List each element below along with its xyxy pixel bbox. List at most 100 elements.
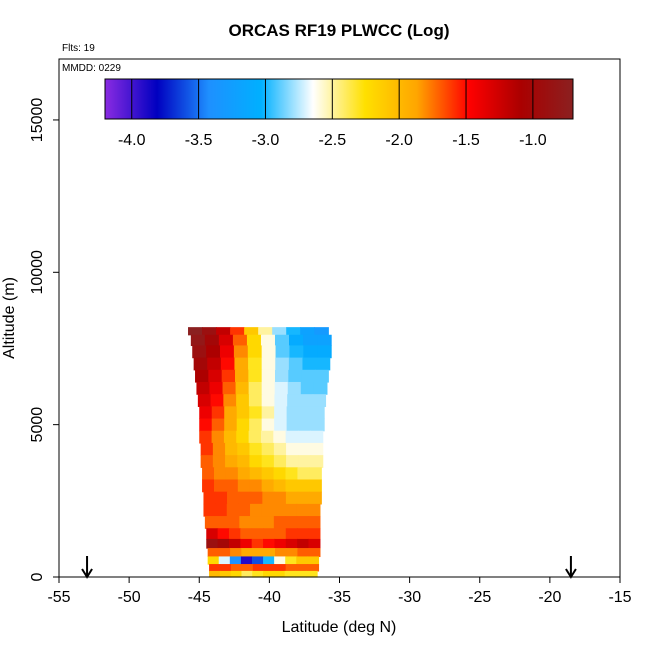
heat-cell [249, 442, 263, 456]
heat-cell [232, 334, 248, 347]
heat-cell [216, 516, 229, 529]
heat-cell [233, 345, 249, 359]
heat-cell [275, 345, 291, 359]
heat-cell [219, 570, 232, 578]
colorbar-tick-label: -2.5 [319, 132, 347, 149]
heat-cell [236, 430, 250, 444]
heat-cell [310, 442, 324, 456]
heat-cell [239, 516, 252, 529]
heat-cell [273, 479, 287, 493]
y-tick-label: 15000 [29, 98, 46, 143]
x-axis-label: Latitude (deg N) [282, 619, 397, 636]
heat-cell [238, 491, 252, 505]
heat-cell [273, 503, 286, 517]
y-tick-label: 10000 [29, 250, 46, 295]
heat-cell [287, 394, 301, 407]
heat-cell [285, 516, 298, 529]
heat-cell [272, 327, 287, 336]
heat-cell [250, 516, 263, 529]
heat-cell [236, 418, 250, 432]
heat-cell [211, 406, 225, 420]
heat-cell [248, 394, 263, 407]
heat-cell [206, 528, 219, 540]
y-axis: 0 5000 10000 15000 [29, 98, 59, 581]
heat-cell [296, 516, 309, 529]
heat-cell [311, 418, 325, 432]
heat-cell [275, 357, 290, 371]
heat-cell [208, 369, 223, 383]
heat-cell [188, 327, 203, 336]
heat-cell [206, 538, 219, 549]
heat-cell [229, 556, 242, 565]
heat-cell [274, 418, 288, 432]
heat-cell [298, 442, 312, 456]
heatmap-layer [188, 327, 332, 578]
heat-cell [258, 327, 273, 336]
flights-label: Flts: 19 [62, 43, 95, 54]
heat-cell [310, 430, 324, 444]
x-tick-label: -25 [468, 589, 491, 606]
heat-cell [297, 538, 310, 549]
heat-cell [237, 455, 251, 468]
heat-cell [224, 406, 238, 420]
heat-cell [314, 327, 329, 336]
heat-cell [227, 516, 240, 529]
heat-cell [211, 430, 225, 444]
heat-cell [220, 357, 236, 371]
heat-cell [310, 455, 324, 468]
x-tick-label: -30 [398, 589, 421, 606]
heat-cell [274, 334, 290, 347]
heat-cell [261, 345, 277, 359]
heat-cell [193, 357, 208, 371]
heat-cell [274, 538, 287, 549]
y-axis-label: Altitude (m) [1, 277, 18, 359]
heat-cell [240, 538, 253, 549]
heat-cell [202, 327, 217, 336]
heat-cell [236, 406, 250, 420]
heat-cell [235, 369, 249, 383]
heat-cell [263, 564, 276, 572]
heat-cell [251, 556, 264, 565]
heat-cell [299, 418, 313, 432]
heat-cell [213, 467, 227, 481]
heat-cell [240, 528, 253, 540]
heat-cell [241, 570, 253, 578]
heat-cell [296, 556, 308, 565]
heat-cell [207, 548, 220, 558]
heat-cell [261, 467, 275, 481]
heat-cell [192, 345, 207, 359]
heat-cell [249, 418, 263, 432]
x-tick-label: -15 [608, 589, 631, 606]
heat-cell [207, 357, 222, 371]
heat-cell [227, 491, 240, 505]
heat-cell [299, 394, 314, 407]
heat-cell [248, 381, 263, 395]
heat-cell [222, 381, 237, 395]
heat-cell [308, 538, 321, 549]
heat-cell [197, 394, 212, 407]
x-tick-label: -50 [118, 589, 141, 606]
heat-cell [217, 528, 230, 540]
heat-cell [285, 564, 298, 572]
heat-cell [234, 357, 249, 371]
arrow-markers [81, 556, 577, 579]
heat-cell [225, 467, 239, 481]
heat-cell [225, 442, 238, 456]
heat-cell [289, 345, 304, 359]
heat-cell [207, 556, 220, 565]
heat-cell [213, 479, 227, 493]
heat-cell [309, 491, 322, 505]
heat-cell [317, 334, 332, 347]
heat-cell [237, 467, 251, 481]
heat-cell [273, 455, 287, 468]
heat-cell [261, 418, 275, 432]
heat-cell [199, 430, 213, 444]
y-tick-label: 0 [29, 572, 46, 581]
heat-cell [263, 528, 276, 540]
heat-cell [295, 570, 307, 578]
heat-cell [251, 538, 264, 549]
heat-cell [296, 503, 309, 517]
heat-cell [218, 556, 231, 565]
heat-cell [297, 528, 310, 540]
heat-cell [204, 334, 220, 347]
